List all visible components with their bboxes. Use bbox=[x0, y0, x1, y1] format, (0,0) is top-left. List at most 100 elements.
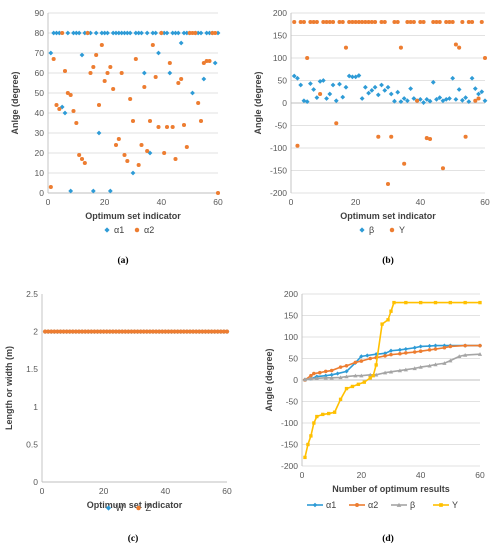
data-point bbox=[311, 87, 317, 92]
data-point bbox=[99, 30, 105, 36]
x-axis-title: Optimum set indicator bbox=[87, 500, 183, 510]
data-point bbox=[178, 40, 184, 46]
data-point bbox=[113, 142, 119, 148]
data-point bbox=[126, 329, 131, 334]
data-point bbox=[324, 96, 329, 101]
data-point bbox=[329, 375, 334, 380]
data-point bbox=[430, 79, 436, 85]
data-point bbox=[379, 82, 384, 88]
data-point bbox=[350, 384, 355, 389]
data-point bbox=[88, 70, 93, 76]
data-point bbox=[360, 19, 365, 25]
data-point bbox=[48, 184, 53, 190]
data-point bbox=[198, 30, 204, 36]
y-tick-label: 10 bbox=[35, 168, 45, 178]
data-point bbox=[369, 88, 375, 93]
data-point bbox=[353, 373, 358, 378]
y-tick-label: -150 bbox=[281, 440, 298, 450]
data-point bbox=[167, 60, 172, 66]
data-point bbox=[403, 367, 408, 372]
data-point bbox=[224, 329, 230, 334]
data-point bbox=[466, 19, 471, 25]
series-β bbox=[302, 352, 483, 382]
y-axis-title: Angle (degree) bbox=[253, 71, 263, 134]
data-point bbox=[138, 329, 143, 334]
data-point bbox=[187, 30, 192, 36]
data-point bbox=[122, 152, 127, 158]
data-point bbox=[156, 50, 161, 56]
data-point bbox=[141, 70, 147, 76]
data-point bbox=[58, 329, 63, 334]
data-point bbox=[193, 30, 198, 36]
data-point bbox=[442, 345, 447, 350]
x-tick-label: 60 bbox=[222, 486, 232, 496]
data-point bbox=[447, 19, 452, 25]
data-point bbox=[141, 329, 146, 334]
data-point bbox=[382, 370, 388, 375]
data-point bbox=[308, 81, 313, 87]
data-point bbox=[453, 97, 459, 102]
data-point bbox=[459, 97, 465, 103]
data-point bbox=[324, 19, 329, 25]
data-point bbox=[90, 188, 96, 194]
data-point bbox=[392, 300, 396, 305]
data-point bbox=[212, 60, 218, 66]
data-point bbox=[318, 370, 322, 375]
data-point bbox=[212, 329, 217, 334]
data-point bbox=[129, 329, 134, 334]
data-point bbox=[356, 73, 362, 78]
data-point bbox=[73, 30, 79, 36]
legend-marker bbox=[136, 505, 141, 511]
data-point bbox=[389, 352, 393, 357]
y-tick-label: 1 bbox=[33, 402, 38, 412]
data-point bbox=[94, 52, 99, 58]
legend-marker bbox=[359, 227, 365, 233]
data-point bbox=[335, 371, 340, 376]
data-point bbox=[375, 92, 381, 98]
data-point bbox=[479, 89, 485, 95]
y-tick-label: 0 bbox=[33, 477, 38, 487]
data-point bbox=[74, 120, 79, 126]
data-point bbox=[176, 80, 181, 86]
data-point bbox=[55, 329, 60, 334]
data-point bbox=[166, 329, 171, 334]
data-point bbox=[333, 98, 339, 104]
data-point bbox=[302, 377, 308, 382]
data-point bbox=[49, 329, 54, 334]
data-point bbox=[353, 74, 359, 80]
data-point bbox=[442, 343, 447, 348]
data-point bbox=[337, 19, 342, 25]
data-point bbox=[65, 90, 70, 96]
data-point bbox=[450, 75, 456, 81]
data-point bbox=[447, 96, 452, 101]
data-point bbox=[191, 329, 196, 334]
data-point bbox=[340, 94, 346, 100]
data-point bbox=[54, 102, 59, 108]
data-point bbox=[344, 364, 349, 368]
data-point bbox=[89, 329, 94, 334]
data-point bbox=[460, 19, 465, 25]
data-point bbox=[68, 92, 73, 98]
data-point bbox=[398, 45, 403, 50]
y-tick-label: 100 bbox=[284, 332, 298, 342]
data-point bbox=[359, 373, 364, 378]
data-point bbox=[210, 30, 215, 36]
data-point bbox=[147, 329, 152, 334]
data-point bbox=[73, 329, 78, 334]
data-point bbox=[463, 95, 468, 100]
data-point bbox=[373, 19, 378, 25]
data-point bbox=[338, 397, 343, 402]
data-point bbox=[175, 30, 181, 36]
data-point bbox=[298, 19, 303, 25]
x-tick-label: 0 bbox=[289, 197, 294, 207]
data-point bbox=[145, 148, 150, 154]
y-tick-label: 150 bbox=[284, 311, 298, 321]
data-point bbox=[181, 329, 186, 334]
data-point bbox=[329, 372, 334, 377]
data-point bbox=[418, 300, 423, 305]
y-tick-label: 80 bbox=[35, 28, 45, 38]
data-point bbox=[457, 354, 462, 359]
data-point bbox=[108, 64, 113, 70]
data-point bbox=[110, 30, 116, 36]
